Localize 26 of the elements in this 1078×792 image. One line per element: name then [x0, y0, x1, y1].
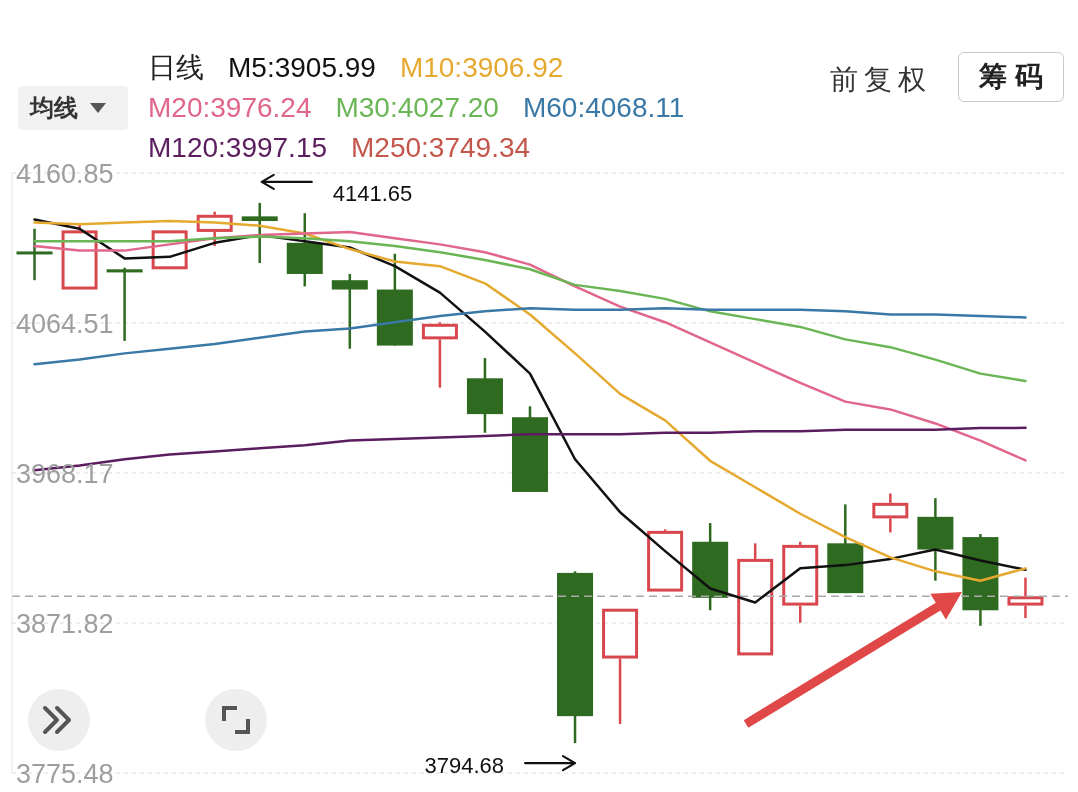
y-tick-label: 3968.17 — [16, 458, 114, 489]
text: M60:4068.11 — [522, 91, 685, 125]
text: M20:3976.24 — [148, 91, 312, 125]
candlestick — [602, 608, 639, 726]
annotation: 4141.65 — [332, 181, 413, 207]
candlestick — [421, 320, 458, 389]
annotation: 3794.68 — [424, 752, 505, 778]
y-tick-label: 3775.48 — [16, 758, 114, 789]
text: M10:3906.92 — [399, 51, 564, 85]
candlestick — [241, 201, 278, 265]
candlestick — [647, 528, 684, 592]
text: M5:3905.99 — [228, 51, 376, 85]
y-tick-label: 3871.82 — [16, 608, 114, 639]
outlined-button: 筹码 — [958, 52, 1064, 102]
candlestick — [331, 272, 368, 350]
text: M30:4027.20 — [335, 91, 499, 125]
legend-title: 日线 — [148, 51, 204, 85]
candlestick — [872, 492, 909, 534]
text: M120:3997.15 — [148, 131, 328, 165]
legend-label: M250:3749.34 — [351, 131, 531, 165]
text: 前复权 — [830, 64, 932, 95]
candlestick — [1007, 576, 1044, 620]
candlestick — [16, 227, 53, 282]
y-tick-label: 4064.51 — [16, 308, 114, 339]
y-tick-label: 4160.85 — [16, 158, 114, 189]
dropdown-button: 均线 — [18, 86, 128, 130]
